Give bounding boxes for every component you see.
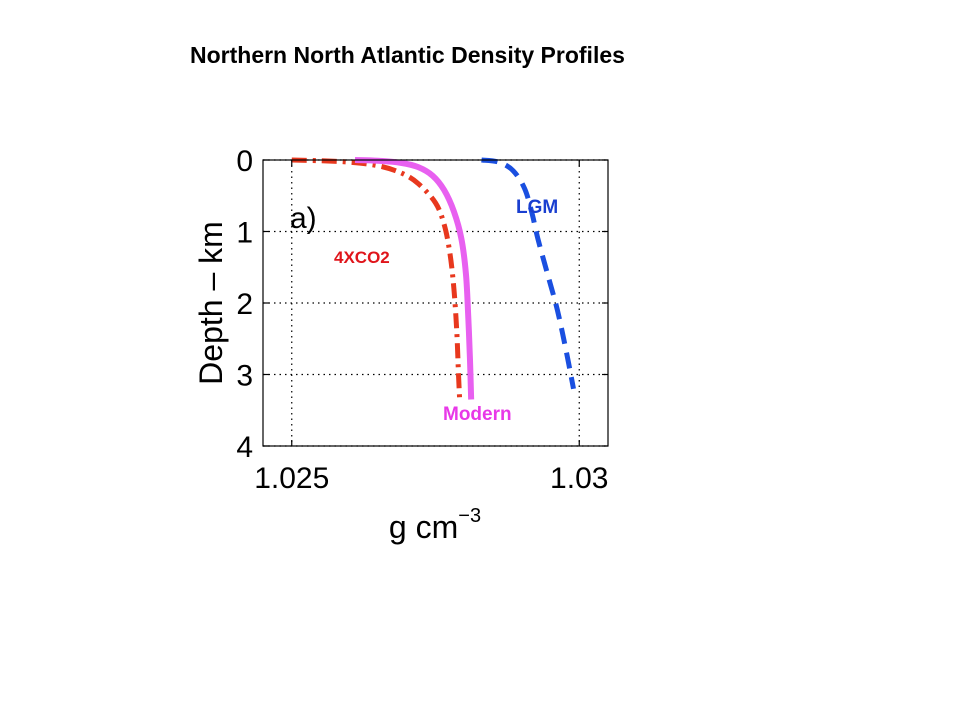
series-label-lgm: LGM — [516, 197, 558, 218]
page-title: Northern North Atlantic Density Profiles — [190, 42, 625, 68]
series-lines — [291, 157, 576, 400]
series-label-4xco2: 4XCO2 — [334, 248, 390, 267]
panel-label: a) — [290, 202, 317, 235]
series-line-lgm — [481, 157, 576, 390]
series-line-4xco2 — [291, 157, 463, 400]
y-tick-label: 0 — [236, 145, 253, 178]
x-axis-label: g cm−3 — [389, 505, 481, 545]
axis-ticks: 1.025 1.03 0 1 2 3 4 — [236, 145, 608, 495]
y-tick-label: 4 — [236, 431, 253, 464]
y-axis-label: Depth – km — [193, 221, 229, 385]
x-tick-label: 1.03 — [550, 462, 608, 495]
y-tick-label: 1 — [236, 217, 253, 250]
x-axis-label-main: g cm — [389, 509, 458, 545]
y-tick-label: 2 — [236, 288, 253, 321]
x-tick-label: 1.025 — [254, 462, 329, 495]
series-label-modern: Modern — [443, 404, 512, 425]
x-axis-label-superscript: −3 — [458, 505, 481, 527]
y-tick-label: 3 — [236, 360, 253, 393]
series-line-modern — [354, 157, 475, 400]
